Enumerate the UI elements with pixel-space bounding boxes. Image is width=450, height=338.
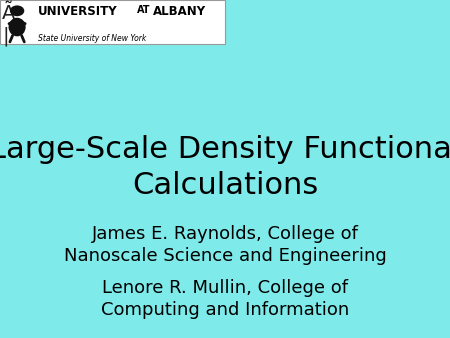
Text: James E. Raynolds, College of
Nanoscale Science and Engineering: James E. Raynolds, College of Nanoscale … [63,225,387,265]
Text: Lenore R. Mullin, College of
Computing and Information: Lenore R. Mullin, College of Computing a… [101,279,349,319]
Text: Ã
|: Ã | [2,4,15,46]
Text: ALBANY: ALBANY [153,5,206,18]
Text: UNIVERSITY: UNIVERSITY [38,5,118,18]
Text: Large-Scale Density Functional
Calculations: Large-Scale Density Functional Calculati… [0,135,450,200]
FancyBboxPatch shape [2,3,33,42]
Text: State University of New York: State University of New York [38,34,147,43]
Ellipse shape [9,18,26,36]
FancyBboxPatch shape [0,0,225,44]
Circle shape [10,5,24,16]
Text: AT: AT [137,5,151,15]
